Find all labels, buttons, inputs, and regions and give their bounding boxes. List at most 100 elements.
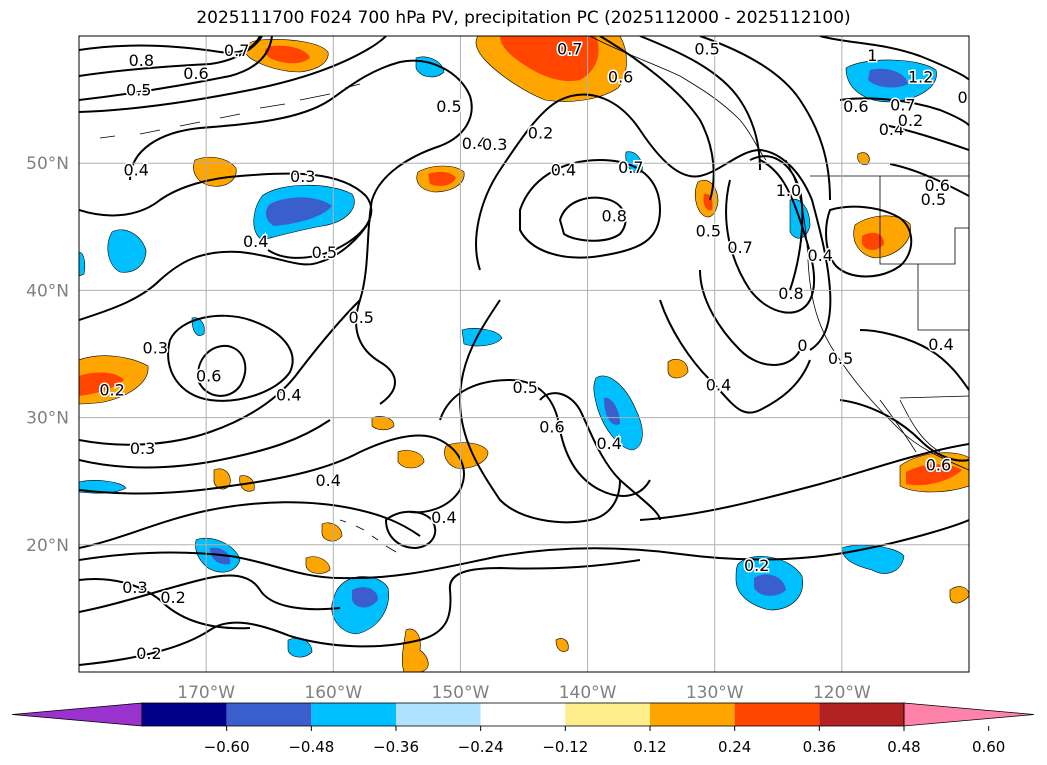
state-border [917, 264, 969, 331]
contour-label: 0.4 [928, 335, 953, 354]
contour-label: 0.5 [513, 378, 538, 397]
pv-contour-line [458, 299, 621, 524]
aleutian-islands [99, 83, 361, 139]
positive-precip-region [264, 45, 310, 64]
contour-label: 0.3 [130, 439, 155, 458]
contour-label: 1 [867, 46, 877, 65]
latitude-label: 50°N [26, 154, 69, 174]
pv-contour-line [79, 36, 263, 77]
negative-precip-region [265, 197, 332, 226]
contour-label: 0.5 [436, 97, 461, 116]
alaska-coastline [589, 36, 767, 161]
contour-label: 0.3 [122, 578, 147, 597]
positive-precip-region [667, 359, 689, 379]
contour-label: 0.4 [462, 134, 487, 153]
pv-contour-line [475, 93, 832, 351]
colorbar-tick-label: 0.60 [972, 738, 1005, 756]
contour-label: 0.8 [602, 206, 627, 225]
colorbar-tick-label: 0.12 [633, 738, 666, 756]
positive-precip-region [906, 464, 962, 486]
pv-contour-line [639, 36, 761, 171]
negative-precip-region [604, 397, 620, 425]
colorbar-segment [226, 703, 312, 726]
positive-precip-region [428, 171, 456, 186]
longitude-label: 130°W [686, 683, 744, 703]
pv-contour-line [639, 443, 969, 521]
pv-contour-line [79, 574, 341, 613]
colorbar-tick-label: −0.48 [288, 738, 334, 756]
longitude-label: 150°W [432, 683, 490, 703]
pv-contour-line [519, 158, 662, 259]
pv-contour-line [196, 344, 247, 397]
pv-contour-line [558, 196, 627, 242]
contour-label: 0.4 [276, 386, 301, 405]
longitude-label: 170°W [177, 683, 235, 703]
contour-label: 0.2 [99, 381, 124, 400]
colorbar-tick-label: 0.24 [718, 738, 751, 756]
positive-precip-region [321, 522, 343, 542]
contour-label: 0.2 [528, 124, 553, 143]
contour-label: 0.4 [808, 246, 833, 265]
pv-contour-line [539, 392, 661, 521]
colorbar-segment [650, 703, 735, 726]
contour-label: 0.5 [696, 222, 721, 241]
positive-precip-region [402, 628, 429, 672]
contour-label: 0.7 [890, 96, 915, 115]
pv-contour-line [725, 159, 816, 314]
latitude-label: 20°N [26, 536, 69, 556]
contour-label: 0.7 [618, 158, 643, 177]
colorbar-outline [141, 702, 905, 727]
pv-contour-line [749, 155, 804, 291]
negative-precip-region [868, 68, 908, 88]
colorbar-tick-label: 0.36 [803, 738, 836, 756]
colorbar-segment [819, 703, 904, 726]
pv-contour-line [79, 172, 373, 259]
contour-label: 0.4 [123, 161, 148, 180]
longitude-label: 160°W [304, 683, 362, 703]
colorbar-upper-extension [903, 702, 1035, 727]
latitude-labels: 50°N 40°N 30°N 20°N [26, 154, 69, 556]
positive-precip-region [371, 416, 395, 431]
positive-precip-region [862, 232, 884, 250]
positive-precip-region [305, 556, 331, 574]
contour-label: 0.8 [778, 284, 803, 303]
contour-label: 1.0 [776, 181, 801, 200]
contour-label: 0 [958, 88, 968, 107]
contour-label: 0.5 [694, 40, 719, 59]
negative-precip-region [841, 544, 905, 574]
contour-label: 0.2 [744, 556, 769, 575]
colorbar-segment [142, 703, 227, 726]
pv-contour-line [79, 219, 371, 321]
contour-label: 0.5 [349, 308, 374, 327]
colorbar-tick-label: −0.60 [204, 738, 250, 756]
negative-precip-region [79, 251, 86, 277]
colorbar-segment [480, 703, 566, 726]
map-title: 2025111700 F024 700 hPa PV, precipitatio… [196, 8, 851, 28]
contour-label: 0.2 [160, 588, 185, 607]
pv-contour-line [79, 36, 273, 101]
pv-contour-line [79, 559, 641, 666]
contour-label: 0.4 [431, 508, 456, 527]
contour-label: 0.2 [898, 111, 923, 130]
negative-precip-region [107, 229, 147, 273]
latitude-label: 30°N [26, 409, 69, 429]
longitude-label: 120°W [813, 683, 871, 703]
pv-contour-line [819, 36, 969, 81]
colorbar-tick-label: −0.12 [542, 738, 588, 756]
negative-precip-region [79, 480, 127, 494]
negative-precip-region [352, 587, 378, 608]
pv-contour-line [699, 36, 831, 201]
pv-contour-line [384, 510, 437, 550]
colorbar-segment [396, 703, 481, 726]
contour-label: 0.7 [557, 40, 582, 59]
coastline-segment [899, 399, 941, 453]
pv-contour-line [79, 419, 331, 469]
north-american-coastline [785, 159, 969, 471]
pv-contour-line [79, 36, 387, 113]
pv-contour-line [439, 378, 651, 497]
contour-label: 0.4 [706, 376, 731, 395]
precipitation-shading [79, 36, 969, 672]
us-mexico-border [899, 395, 969, 399]
colorbar: −0.60 −0.48 −0.36 −0.24 −0.12 0.12 0.24 0.36 0.4… [11, 702, 1035, 756]
